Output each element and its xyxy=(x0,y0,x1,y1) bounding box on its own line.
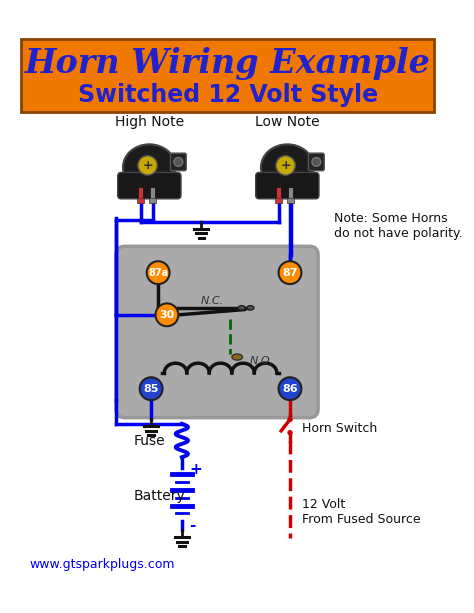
FancyBboxPatch shape xyxy=(21,39,434,112)
Text: 86: 86 xyxy=(282,384,298,394)
FancyBboxPatch shape xyxy=(118,172,181,199)
Circle shape xyxy=(287,417,292,422)
Text: +: + xyxy=(280,159,291,172)
FancyBboxPatch shape xyxy=(309,153,324,170)
FancyBboxPatch shape xyxy=(116,246,318,417)
Text: 30: 30 xyxy=(159,310,174,320)
Text: 85: 85 xyxy=(144,384,159,394)
Text: Horn Wiring Example: Horn Wiring Example xyxy=(25,47,430,80)
Text: Horn Switch: Horn Switch xyxy=(302,422,377,435)
FancyBboxPatch shape xyxy=(171,153,186,170)
Circle shape xyxy=(287,430,292,435)
Text: High Note: High Note xyxy=(115,115,184,129)
FancyBboxPatch shape xyxy=(255,172,319,199)
Text: -: - xyxy=(189,519,195,533)
Text: 87: 87 xyxy=(282,268,298,278)
Ellipse shape xyxy=(232,354,243,360)
Circle shape xyxy=(147,261,170,284)
Text: +: + xyxy=(142,159,153,172)
Circle shape xyxy=(155,303,178,326)
Circle shape xyxy=(279,377,301,400)
Text: +: + xyxy=(189,462,201,477)
FancyBboxPatch shape xyxy=(149,198,156,204)
Text: www.gtsparkplugs.com: www.gtsparkplugs.com xyxy=(30,558,175,571)
Text: 87a: 87a xyxy=(148,268,168,278)
Ellipse shape xyxy=(261,144,314,190)
FancyBboxPatch shape xyxy=(137,198,144,204)
Circle shape xyxy=(174,158,183,166)
FancyBboxPatch shape xyxy=(287,198,294,204)
Circle shape xyxy=(279,261,301,284)
Circle shape xyxy=(138,156,157,175)
Text: N.C.: N.C. xyxy=(201,296,224,306)
Ellipse shape xyxy=(123,144,176,190)
Text: Switched 12 Volt Style: Switched 12 Volt Style xyxy=(78,83,378,107)
Circle shape xyxy=(276,156,295,175)
Text: Low Note: Low Note xyxy=(255,115,319,129)
Circle shape xyxy=(312,158,321,166)
Text: Note: Some Horns
do not have polarity.: Note: Some Horns do not have polarity. xyxy=(334,212,463,240)
Circle shape xyxy=(140,377,163,400)
Ellipse shape xyxy=(247,306,254,310)
Text: Battery: Battery xyxy=(134,489,185,503)
Text: Fuse: Fuse xyxy=(134,433,165,447)
Ellipse shape xyxy=(238,306,245,310)
FancyBboxPatch shape xyxy=(275,198,282,204)
Text: N.O.: N.O. xyxy=(249,356,273,365)
Text: 12 Volt
From Fused Source: 12 Volt From Fused Source xyxy=(302,498,421,526)
